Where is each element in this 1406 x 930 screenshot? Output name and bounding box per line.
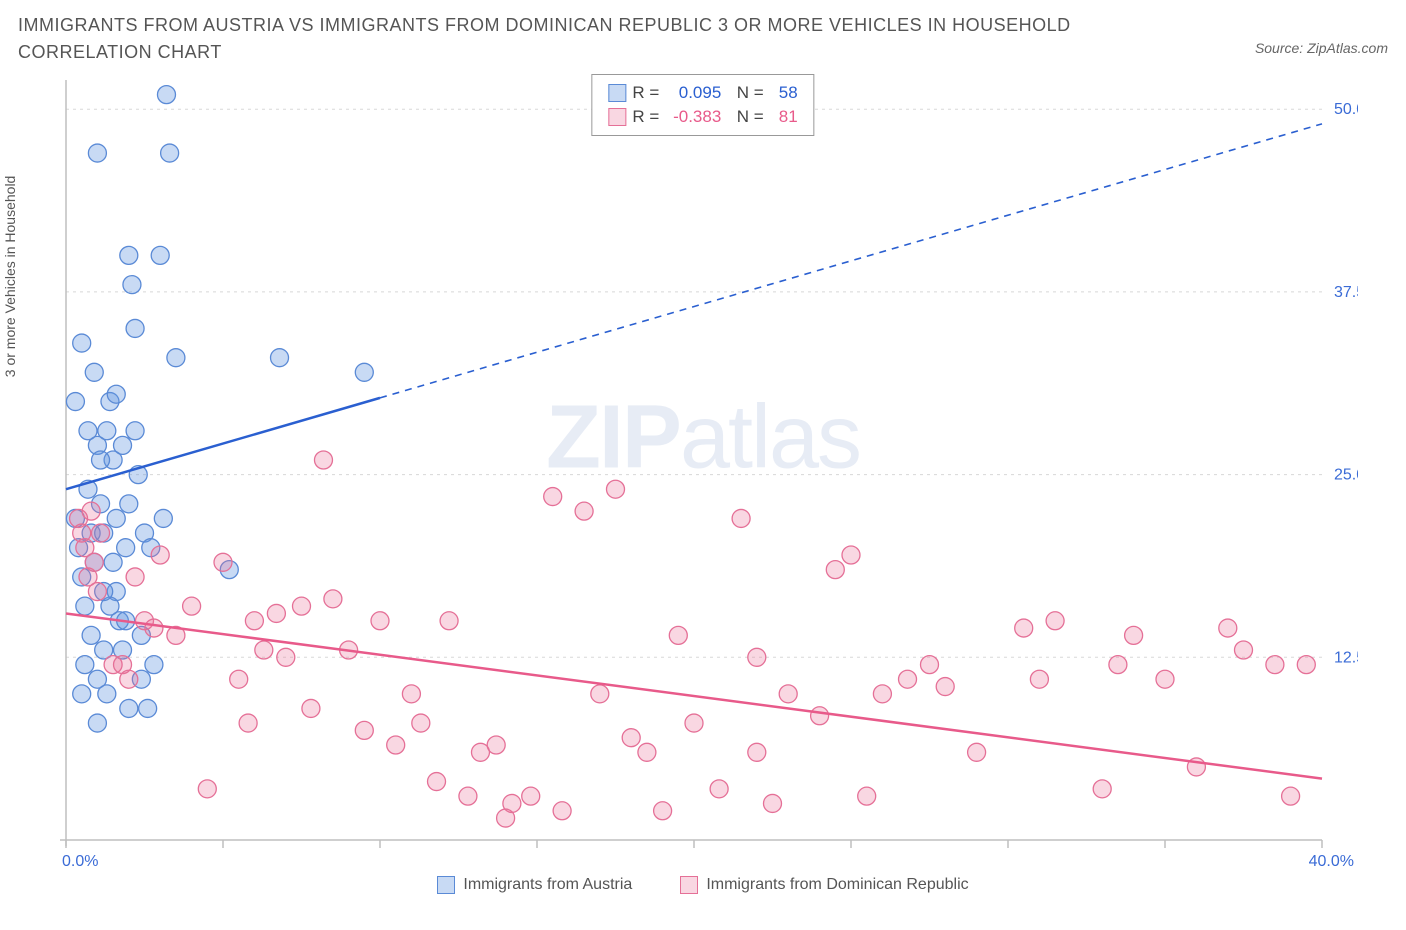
source-attribution: Source: ZipAtlas.com: [1255, 40, 1388, 56]
chart-area: 3 or more Vehicles in Household 12.5%25.…: [18, 70, 1388, 870]
legend-swatch: [437, 876, 455, 894]
legend-swatch: [608, 84, 626, 102]
scatter-chart: 12.5% 25.0% 37.5% 50.0% 0.0% 40.0%: [18, 70, 1358, 870]
svg-text:37.5%: 37.5%: [1334, 284, 1358, 301]
stats-legend: R = 0.095 N = 58R = -0.383 N = 81: [591, 74, 814, 136]
svg-text:12.5%: 12.5%: [1334, 649, 1358, 666]
legend-swatch: [608, 108, 626, 126]
svg-text:40.0%: 40.0%: [1309, 853, 1354, 870]
stats-row-dominican: R = -0.383 N = 81: [608, 105, 797, 129]
svg-text:0.0%: 0.0%: [62, 853, 98, 870]
svg-text:25.0%: 25.0%: [1334, 467, 1358, 484]
header: IMMIGRANTS FROM AUSTRIA VS IMMIGRANTS FR…: [18, 12, 1388, 66]
legend-swatch: [680, 876, 698, 894]
svg-text:50.0%: 50.0%: [1334, 101, 1358, 118]
series-legend: Immigrants from Austria Immigrants from D…: [18, 876, 1388, 894]
chart-title: IMMIGRANTS FROM AUSTRIA VS IMMIGRANTS FR…: [18, 12, 1118, 66]
legend-item-austria: Immigrants from Austria: [437, 876, 632, 894]
stats-row-austria: R = 0.095 N = 58: [608, 81, 797, 105]
y-axis-label: 3 or more Vehicles in Household: [2, 176, 18, 378]
legend-item-dominican: Immigrants from Dominican Republic: [680, 876, 968, 894]
